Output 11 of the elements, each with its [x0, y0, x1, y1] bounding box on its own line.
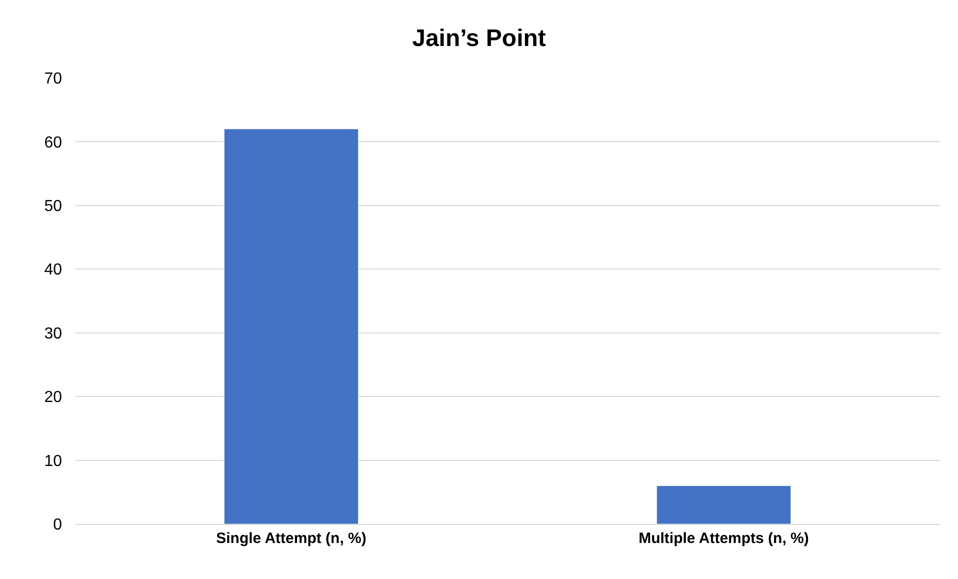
- y-tick-label: 30: [44, 325, 62, 342]
- y-tick-label: 60: [44, 134, 62, 152]
- x-tick-label: Multiple Attempts (n, %): [638, 530, 809, 547]
- y-tick-label: 40: [44, 262, 62, 279]
- y-tick-label: 0: [53, 516, 62, 534]
- chart-title: Jain’s Point: [412, 24, 546, 52]
- y-tick-label: 10: [44, 452, 62, 470]
- x-tick-label: Single Attempt (n, %): [216, 530, 366, 547]
- y-tick-label: 20: [44, 389, 62, 406]
- y-tick-label: 50: [44, 198, 62, 216]
- y-tick-label: 70: [44, 70, 62, 88]
